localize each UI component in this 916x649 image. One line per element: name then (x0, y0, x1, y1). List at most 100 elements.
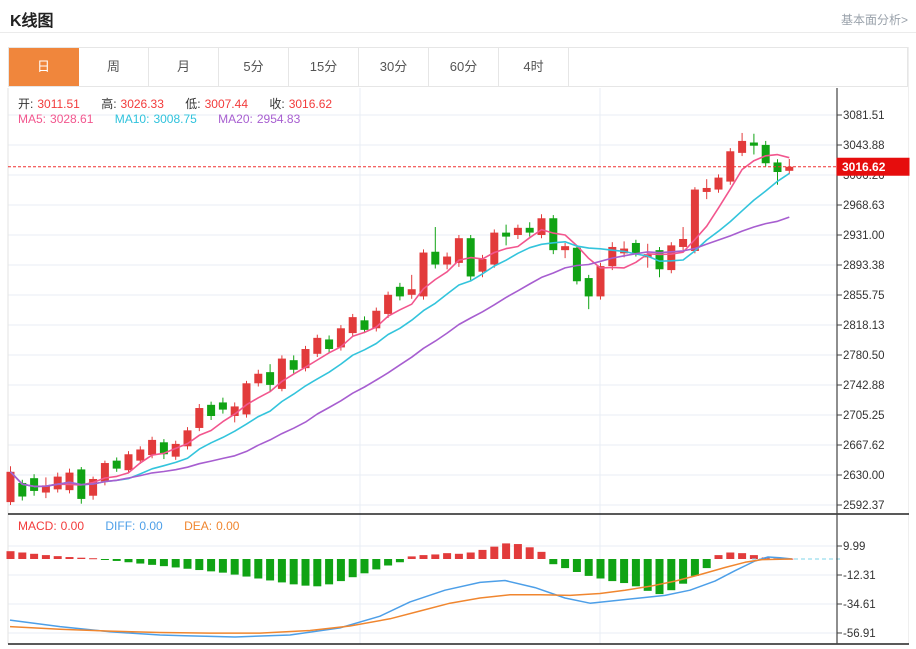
tab-15min[interactable]: 15分 (289, 48, 359, 86)
candle (360, 320, 369, 330)
macd-bar (419, 555, 428, 559)
candle (18, 482, 27, 497)
candle (407, 289, 416, 295)
tab-day[interactable]: 日 (9, 48, 79, 86)
candle (183, 430, 192, 447)
price-axis-label: 2630.00 (843, 470, 885, 482)
macd-chart-area[interactable] (8, 514, 837, 644)
candle (490, 232, 499, 265)
macd-bar (171, 559, 180, 568)
candle (537, 218, 546, 236)
price-axis-label: 2968.63 (843, 200, 885, 212)
macd-axis-label: -12.31 (843, 570, 876, 582)
macd-bar (561, 559, 570, 569)
macd-bar (77, 557, 86, 559)
macd-bar (348, 559, 357, 578)
candle (395, 286, 404, 297)
diff-value: 0.00 (139, 519, 163, 533)
price-axis-label: 2742.88 (843, 380, 885, 392)
candle (478, 258, 487, 272)
price-tag: 3016.62 (836, 157, 910, 176)
price-axis-label: 2667.62 (843, 440, 885, 452)
tab-5min[interactable]: 5分 (219, 48, 289, 86)
candle (41, 485, 50, 493)
candle (325, 339, 334, 350)
candle (702, 187, 711, 192)
low-value: 3007.44 (204, 97, 248, 111)
price-axis-label: 3043.88 (843, 140, 885, 152)
macd-bar (667, 559, 676, 591)
macd-bar (112, 559, 121, 561)
macd-bar (690, 559, 699, 576)
candle (443, 256, 452, 265)
macd-bar (643, 559, 652, 591)
macd-label: MACD: (18, 519, 57, 533)
high-value: 3026.33 (120, 97, 164, 111)
candle (608, 246, 617, 267)
high-label: 高: (101, 97, 117, 111)
tab-4hour[interactable]: 4时 (499, 48, 569, 86)
widget-header: K线图 基本面分析> (0, 0, 916, 33)
macd-bar (679, 559, 688, 584)
low-label: 低: (185, 97, 201, 111)
candle (596, 266, 605, 297)
price-axis-label: 2893.38 (843, 260, 885, 272)
candle (419, 252, 428, 297)
macd-value: 0.00 (60, 519, 85, 533)
candle (502, 232, 511, 237)
tab-60min[interactable]: 60分 (429, 48, 499, 86)
tab-month[interactable]: 月 (149, 48, 219, 86)
candle (301, 349, 310, 369)
candle (124, 454, 133, 471)
macd-bar (525, 547, 534, 559)
candle (171, 443, 180, 457)
macd-bar (714, 555, 723, 559)
ma10-value: 3008.75 (153, 112, 197, 126)
macd-bar (608, 559, 617, 582)
macd-bar (466, 552, 475, 559)
macd-bar (431, 554, 440, 559)
ma10-line (9, 172, 790, 488)
price-axis-label: 2818.13 (843, 320, 885, 332)
candle (431, 251, 440, 265)
candle (65, 472, 74, 491)
macd-bar (325, 559, 334, 585)
close-value: 3016.62 (288, 97, 333, 111)
candle (254, 373, 263, 384)
macd-bar (218, 559, 227, 573)
candle (136, 449, 145, 461)
candle (738, 140, 747, 153)
ma5-label: MA5: (18, 112, 47, 126)
candle (679, 238, 688, 247)
macd-bar (443, 553, 452, 559)
candle (690, 189, 699, 251)
candle (631, 242, 640, 254)
ma20-label: MA20: (218, 112, 253, 126)
candle (655, 250, 664, 270)
candle (218, 402, 227, 410)
tab-30min[interactable]: 30分 (359, 48, 429, 86)
macd-dea-line (9, 558, 793, 634)
candle (195, 408, 204, 428)
widget-right-border (908, 47, 909, 644)
macd-bar (230, 559, 239, 575)
candle (761, 144, 770, 164)
macd-histogram (6, 543, 794, 595)
grid-layer (7, 88, 837, 644)
fundamental-analysis-link[interactable]: 基本面分析> (840, 13, 908, 27)
macd-bar (100, 559, 109, 560)
macd-bar (395, 559, 404, 563)
macd-bar (502, 543, 511, 559)
ma10-label: MA10: (114, 112, 150, 126)
candle (372, 310, 381, 329)
main-chart-area[interactable] (8, 88, 837, 514)
candle (773, 162, 782, 173)
macd-bar (631, 559, 640, 587)
candle (230, 406, 239, 416)
price-axis-label: 3081.51 (843, 110, 885, 122)
candle (584, 278, 593, 297)
macd-bar (53, 556, 62, 559)
tab-week[interactable]: 周 (79, 48, 149, 86)
ma5-value: 3028.61 (50, 112, 94, 126)
